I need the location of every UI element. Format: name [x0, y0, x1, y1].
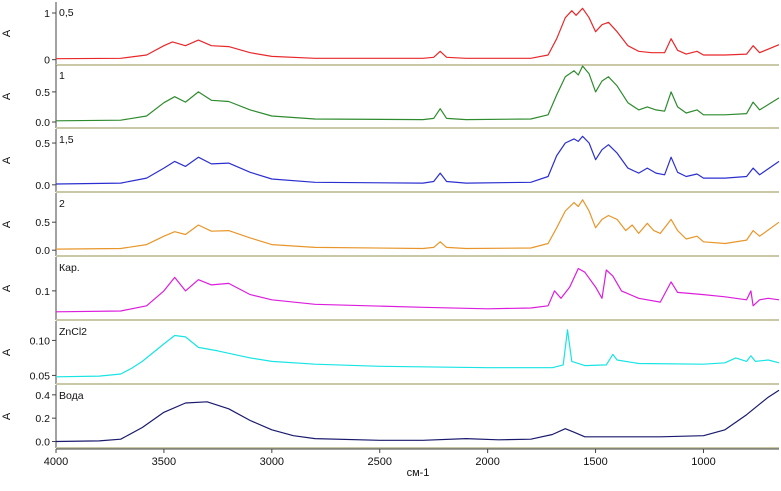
panel-label: Вода: [59, 390, 84, 402]
spectrum-line: [55, 389, 780, 443]
x-tick-label: 1500: [583, 456, 607, 468]
panel-y-axis-label: A: [1, 29, 13, 37]
x-tick-label: 3000: [260, 456, 284, 468]
y-tick-label: 0.2: [35, 413, 50, 425]
x-axis-label: см-1: [407, 467, 430, 479]
x-tick-label: 4000: [44, 456, 68, 468]
panel-label: 1,5: [59, 134, 74, 146]
y-tick-label: 0.4: [35, 390, 50, 402]
spectrum-panel: A 0 1 0,5: [1, 2, 780, 67]
y-tick-label: 0.5: [35, 87, 50, 99]
x-tick-label: 2500: [367, 456, 391, 468]
spectrum-line: [55, 267, 780, 313]
spectrum-panel: A 0.0 0.5 2: [1, 193, 780, 257]
panel-y-axis-label: A: [1, 220, 13, 228]
y-tick-label: 0.5: [35, 138, 50, 150]
x-tick-label: 3500: [152, 456, 176, 468]
panel-label: 2: [59, 198, 65, 210]
spectrum-panel: A 0.0 0.5 1: [1, 65, 780, 129]
y-tick-label: 0.0: [35, 117, 50, 129]
panel-label: 1: [59, 70, 65, 82]
y-tick-label: 0.0: [35, 437, 50, 449]
panel-label: 0,5: [59, 7, 74, 19]
spectrum-line: [55, 199, 780, 250]
spectrum-line: [55, 7, 780, 60]
spectrum-line: [55, 65, 780, 122]
spectrum-panel: A 0.0 0.2 0.4 Вода: [1, 385, 780, 449]
panel-y-axis-label: A: [1, 156, 13, 164]
y-tick-label: 0.0: [35, 180, 50, 192]
panel-y-axis-label: A: [1, 348, 13, 356]
y-tick-label: 1: [44, 8, 50, 20]
panel-label: Кар.: [59, 262, 80, 274]
panel-label: ZnCl2: [59, 326, 87, 338]
y-tick-label: 0.10: [30, 335, 51, 347]
spectrum-line: [55, 135, 780, 185]
y-tick-label: 0.1: [35, 286, 50, 298]
x-tick-label: 2000: [475, 456, 499, 468]
y-tick-label: 0.5: [35, 217, 50, 229]
y-tick-label: 0.0: [35, 245, 50, 257]
spectrum-panel: A 0.05 0.10 ZnCl2: [1, 321, 780, 385]
panel-y-axis-label: A: [1, 284, 13, 292]
y-tick-label: 0: [44, 55, 50, 67]
x-tick-label: 1000: [691, 456, 715, 468]
panel-y-axis-label: A: [1, 92, 13, 100]
spectrum-line: [55, 329, 780, 378]
y-tick-label: 0.05: [30, 370, 51, 382]
spectrum-panel: A 0.1 Кар.: [1, 257, 780, 321]
x-axis: 4000 3500 3000 2500 2000 1500 1000: [44, 448, 779, 468]
spectrum-panel: A 0.0 0.5 1,5: [1, 129, 780, 193]
panel-y-axis-label: A: [1, 412, 13, 420]
